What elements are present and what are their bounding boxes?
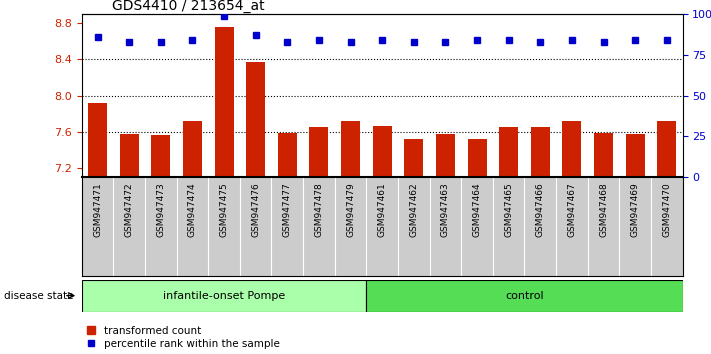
Text: GSM947467: GSM947467 <box>567 182 577 237</box>
Bar <box>82 280 366 312</box>
Text: GSM947469: GSM947469 <box>631 182 640 237</box>
Bar <box>626 135 645 177</box>
Text: GSM947463: GSM947463 <box>441 182 450 237</box>
Bar <box>88 103 107 177</box>
Bar <box>215 27 233 177</box>
Text: GSM947470: GSM947470 <box>662 182 671 237</box>
Bar <box>562 121 582 177</box>
Text: GSM947464: GSM947464 <box>473 182 481 236</box>
Text: GSM947471: GSM947471 <box>93 182 102 237</box>
Text: GSM947477: GSM947477 <box>283 182 292 237</box>
Bar <box>151 135 171 177</box>
Text: GSM947473: GSM947473 <box>156 182 166 237</box>
Text: GSM947478: GSM947478 <box>314 182 324 237</box>
Text: GSM947462: GSM947462 <box>410 182 418 236</box>
Text: disease state: disease state <box>4 291 73 301</box>
Text: GSM947479: GSM947479 <box>346 182 355 237</box>
Text: GSM947466: GSM947466 <box>536 182 545 237</box>
Bar <box>373 126 392 177</box>
Bar <box>366 280 683 312</box>
Bar <box>341 121 360 177</box>
Bar <box>183 121 202 177</box>
Bar <box>246 62 265 177</box>
Bar <box>278 133 296 177</box>
Text: GSM947476: GSM947476 <box>251 182 260 237</box>
Legend: transformed count, percentile rank within the sample: transformed count, percentile rank withi… <box>87 326 279 349</box>
Text: control: control <box>505 291 544 301</box>
Bar <box>594 133 613 177</box>
Bar <box>436 135 455 177</box>
Text: GDS4410 / 213654_at: GDS4410 / 213654_at <box>112 0 264 13</box>
Bar <box>657 121 676 177</box>
Bar <box>309 127 328 177</box>
Text: GSM947474: GSM947474 <box>188 182 197 236</box>
Text: GSM947475: GSM947475 <box>220 182 228 237</box>
Text: GSM947472: GSM947472 <box>124 182 134 236</box>
Bar <box>531 127 550 177</box>
Bar <box>499 127 518 177</box>
Bar <box>405 139 423 177</box>
Text: GSM947461: GSM947461 <box>378 182 387 237</box>
Bar <box>468 139 486 177</box>
Text: GSM947465: GSM947465 <box>504 182 513 237</box>
Bar <box>119 135 139 177</box>
Text: GSM947468: GSM947468 <box>599 182 608 237</box>
Text: infantile-onset Pompe: infantile-onset Pompe <box>163 291 285 301</box>
